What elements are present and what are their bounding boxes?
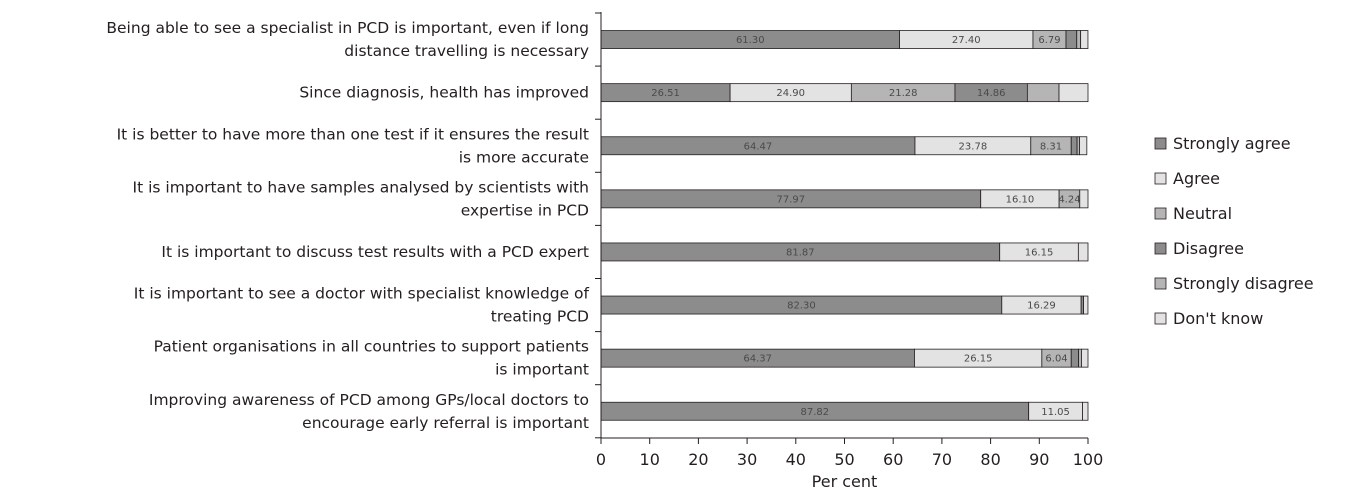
x-tick-label: 90 — [1029, 450, 1049, 469]
category-label-line: Being able to see a specialist in PCD is… — [106, 19, 589, 37]
legend-label: Strongly disagree — [1173, 274, 1314, 293]
data-label: 11.05 — [1041, 407, 1070, 418]
bar-segment — [1077, 242, 1089, 262]
x-tick-label: 10 — [640, 450, 660, 469]
x-axis-title: Per cent — [812, 472, 878, 491]
data-label: 77.97 — [777, 194, 806, 205]
category-label: It is better to have more than one test … — [117, 125, 589, 166]
bar-segment — [1065, 30, 1078, 49]
category-label-line: Patient organisations in all countries t… — [154, 338, 589, 356]
legend-swatch — [1154, 207, 1167, 220]
bar-segment — [1078, 348, 1082, 368]
data-label: 21.28 — [889, 88, 918, 99]
bar-segment — [1081, 348, 1089, 368]
data-label: 16.29 — [1027, 301, 1056, 312]
data-label: 87.82 — [801, 407, 830, 418]
bar-segment — [1070, 136, 1078, 156]
category-label: Improving awareness of PCD among GPs/loc… — [149, 391, 589, 432]
category-label-line: It is better to have more than one test … — [117, 125, 589, 143]
legend-label: Don't know — [1173, 309, 1263, 328]
data-label: 4.24 — [1058, 194, 1080, 205]
legend-label: Neutral — [1173, 204, 1232, 223]
data-label: 16.10 — [1006, 194, 1035, 205]
legend-swatch — [1154, 312, 1167, 325]
legend-swatch — [1154, 277, 1167, 290]
bars-layer: 61.30 27.40 6.79 26.51 24.90 21.28 14.86 64.47 2… — [600, 30, 1089, 421]
data-label: 6.79 — [1038, 35, 1060, 46]
x-tick-label: 20 — [688, 450, 708, 469]
category-label-line: is important — [495, 361, 589, 379]
x-tick-label: 30 — [737, 450, 757, 469]
bar-segment — [1079, 189, 1089, 209]
category-label: It is important to see a doctor with spe… — [134, 285, 590, 326]
data-label: 27.40 — [952, 35, 981, 46]
data-label: 26.15 — [964, 354, 993, 365]
legend: Strongly agree Agree Neutral Disagree Strong… — [1154, 134, 1314, 328]
bar-segment — [1083, 295, 1089, 315]
x-tick-label: 0 — [596, 450, 606, 469]
data-label: 24.90 — [776, 88, 805, 99]
x-tick-label: 70 — [932, 450, 952, 469]
data-label: 6.04 — [1045, 354, 1067, 365]
legend-swatch — [1154, 242, 1167, 255]
x-tick-label: 50 — [834, 450, 854, 469]
bar-segment — [1076, 30, 1082, 49]
category-label: Patient organisations in all countries t… — [154, 338, 589, 379]
data-label: 64.47 — [744, 141, 773, 152]
bar-segment — [1026, 83, 1060, 103]
data-label: 64.37 — [743, 354, 772, 365]
data-label: 14.86 — [977, 88, 1006, 99]
legend-label: Disagree — [1173, 239, 1244, 258]
category-label: It is important to have samples analysed… — [133, 178, 590, 219]
category-label-line: It is important to see a doctor with spe… — [134, 285, 590, 303]
x-axis-ticks: 0 10 20 30 40 50 60 70 80 90 100 — [596, 438, 1103, 469]
x-tick-label: 40 — [786, 450, 806, 469]
category-label-line: It is important to discuss test results … — [161, 243, 589, 261]
category-label-line: Improving awareness of PCD among GPs/loc… — [149, 391, 589, 409]
category-label-line: treating PCD — [491, 308, 589, 326]
category-label-line: Since diagnosis, health has improved — [299, 84, 589, 102]
category-label-line: distance travelling is necessary — [344, 42, 589, 60]
legend-swatch — [1154, 172, 1167, 185]
data-label: 82.30 — [787, 301, 816, 312]
x-tick-label: 100 — [1073, 450, 1104, 469]
data-label: 26.51 — [651, 88, 680, 99]
data-label: 81.87 — [786, 247, 815, 258]
legend-swatch — [1154, 137, 1167, 150]
category-label: It is important to discuss test results … — [161, 243, 589, 261]
bar-segment — [1058, 83, 1089, 103]
data-label: 23.78 — [959, 141, 988, 152]
category-label-line: encourage early referral is important — [302, 414, 589, 432]
bar-segment — [1079, 136, 1088, 156]
legend-label: Agree — [1173, 169, 1220, 188]
category-label-line: It is important to have samples analysed… — [133, 178, 590, 196]
legend-label: Strongly agree — [1173, 134, 1291, 153]
category-label-line: expertise in PCD — [461, 201, 589, 219]
category-label: Being able to see a specialist in PCD is… — [106, 19, 589, 60]
data-label: 61.30 — [736, 35, 765, 46]
category-label: Since diagnosis, health has improved — [299, 84, 589, 102]
category-label-line: is more accurate — [459, 148, 589, 166]
data-label: 16.15 — [1025, 247, 1054, 258]
x-tick-label: 80 — [980, 450, 1000, 469]
data-label: 8.31 — [1040, 141, 1062, 152]
category-labels: Being able to see a specialist in PCD is… — [106, 19, 589, 432]
axis-layer — [595, 12, 1088, 439]
x-tick-label: 60 — [883, 450, 903, 469]
bar-segment — [1080, 30, 1089, 49]
bar-segment — [1082, 401, 1089, 421]
bar-segment — [1070, 348, 1079, 368]
